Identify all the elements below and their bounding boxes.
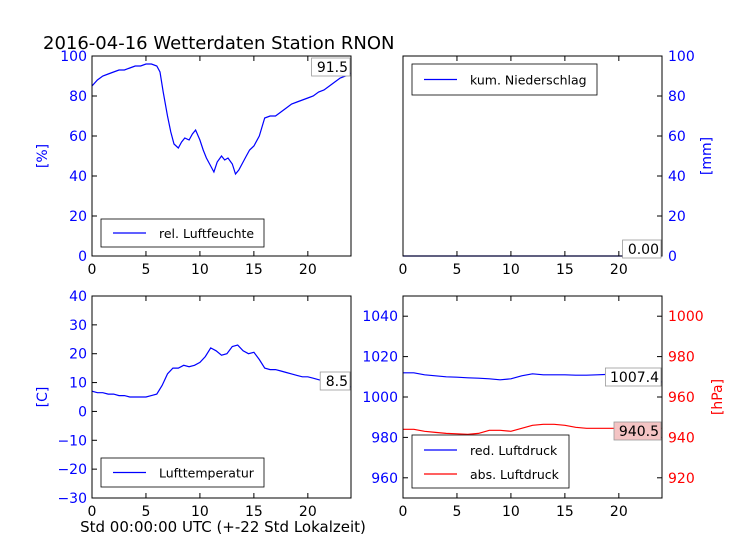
current-value-abs-luftdruck: 940.5 xyxy=(619,424,659,440)
xtick-label: 10 xyxy=(191,504,209,520)
ylabel-humidity: [%] xyxy=(35,144,51,168)
ylabel-pressure: [hPa] xyxy=(710,379,726,415)
xtick-label: 20 xyxy=(610,504,628,520)
current-value-temperature: 8.5 xyxy=(326,374,348,390)
xtick-label: 10 xyxy=(502,262,520,278)
subplot-precipitation: 0 5 10 15 20 0 20 40 60 80 100 [mm] 0.00 kum. Nieders… xyxy=(399,49,715,278)
ytick-label: 1000 xyxy=(362,390,398,406)
ytick-right-label: 960 xyxy=(668,390,695,406)
ytick-label: −30 xyxy=(57,491,87,507)
xtick-label: 5 xyxy=(141,504,150,520)
xtick-label: 5 xyxy=(452,504,461,520)
ytick-label: 100 xyxy=(60,49,87,65)
xtick-label: 5 xyxy=(452,262,461,278)
figure-title: 2016-04-16 Wetterdaten Station RNON xyxy=(43,33,394,54)
plot-frame-temperature xyxy=(91,295,352,499)
ytick-label: 40 xyxy=(668,169,686,185)
xtick-label: 0 xyxy=(399,504,408,520)
series-line-temperature-0 xyxy=(91,344,352,398)
ytick-label: 100 xyxy=(668,49,695,65)
xtick-label: 10 xyxy=(502,504,520,520)
ytick-label: 20 xyxy=(668,209,686,225)
current-value-abs-luftdruck-box xyxy=(613,421,662,441)
legend-label-pressure-0: red. Luftdruck xyxy=(470,443,558,458)
legend-label-temperature-0: Lufttemperatur xyxy=(159,466,255,481)
ytick-label: 60 xyxy=(69,129,87,145)
current-value-precipitation-box xyxy=(622,239,662,259)
subplot-temperature: 0 5 10 15 20 −30 −20 −10 0 10 20 30 40 [C] 8.5 Lufttemp… xyxy=(35,289,352,520)
legend-label-pressure-1: abs. Luftdruck xyxy=(470,467,560,482)
figure-xlabel: Std 00:00:00 UTC (+-22 Std Lokalzeit) xyxy=(80,518,366,536)
ytick-label: 960 xyxy=(371,471,398,487)
legend-label-precipitation-0: kum. Niederschlag xyxy=(470,73,587,88)
ytick-label: −20 xyxy=(57,462,87,478)
ytick-label: 80 xyxy=(668,89,686,105)
series-line-humidity-0 xyxy=(91,63,352,176)
current-value-temperature-box xyxy=(319,371,351,391)
xtick-label: 5 xyxy=(141,262,150,278)
ytick-label: 30 xyxy=(69,318,87,334)
current-value-precipitation: 0.00 xyxy=(628,242,659,258)
xtick-label: 0 xyxy=(88,504,97,520)
ytick-label: 60 xyxy=(668,129,686,145)
xtick-label: 0 xyxy=(88,262,97,278)
ytick-right-label: 940 xyxy=(668,430,695,446)
xtick-label: 15 xyxy=(556,262,574,278)
xtick-label: 15 xyxy=(556,504,574,520)
ytick-label: −10 xyxy=(57,433,87,449)
plot-frame-precipitation xyxy=(402,55,663,257)
xtick-label: 20 xyxy=(610,262,628,278)
ytick-label: 1020 xyxy=(362,350,398,366)
ytick-label: 40 xyxy=(69,169,87,185)
ytick-label: 0 xyxy=(78,249,87,265)
xtick-label: 20 xyxy=(299,504,317,520)
legend-label-humidity-0: rel. Luftfeuchte xyxy=(159,226,254,241)
xtick-label: 0 xyxy=(399,262,408,278)
ytick-label: 80 xyxy=(69,89,87,105)
current-value-humidity: 91.5 xyxy=(317,60,348,76)
ytick-label: 1040 xyxy=(362,309,398,325)
subplot-pressure: 0 5 10 15 20 960 980 1000 1020 1040 920 940 960 980 10… xyxy=(362,295,726,520)
ytick-label: 20 xyxy=(69,347,87,363)
subplot-humidity: 0 5 10 15 20 0 20 40 60 80 100 [%] 91.5 rel. Luftfeuc… xyxy=(35,49,352,278)
ytick-label: 980 xyxy=(371,430,398,446)
ytick-label: 0 xyxy=(78,404,87,420)
current-value-red-luftdruck-box xyxy=(605,367,662,387)
ytick-right-label: 980 xyxy=(668,350,695,366)
current-value-red-luftdruck: 1007.4 xyxy=(610,370,659,386)
ytick-label: 40 xyxy=(69,289,87,305)
xtick-label: 20 xyxy=(299,262,317,278)
xtick-label: 10 xyxy=(191,262,209,278)
xtick-label: 15 xyxy=(245,262,263,278)
current-value-humidity-box xyxy=(311,57,351,77)
legend-pressure xyxy=(411,434,570,489)
ytick-label: 0 xyxy=(668,249,677,265)
xtick-label: 15 xyxy=(245,504,263,520)
ylabel-precipitation: [mm] xyxy=(699,137,715,175)
plot-frame-humidity xyxy=(91,55,352,257)
ytick-right-label: 1000 xyxy=(668,309,704,325)
ylabel-temperature: [C] xyxy=(35,387,51,408)
ytick-right-label: 920 xyxy=(668,471,695,487)
ytick-label: 20 xyxy=(69,209,87,225)
ytick-label: 10 xyxy=(69,376,87,392)
